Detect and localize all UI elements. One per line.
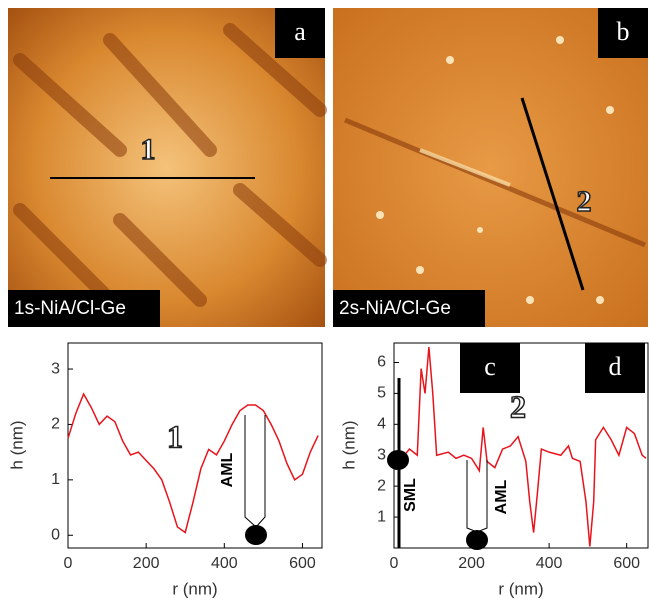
x-tick-label: 400: [211, 555, 238, 572]
plot-frame: [393, 342, 649, 549]
data-line: [393, 346, 647, 547]
annotation-dot: [245, 525, 267, 545]
data-line: [67, 392, 319, 534]
caption: 2s-NiA/Cl-Ge: [339, 298, 451, 319]
panel-label-box: [460, 343, 520, 393]
x-tick-label: 200: [133, 555, 160, 572]
y-axis-label: h (nm): [339, 420, 358, 469]
afm-image-a: a 1s-NiA/Cl-Ge 1: [8, 8, 327, 327]
afm-image-b: b 2s-NiA/Cl-Ge 2: [333, 8, 648, 327]
annotation: AML: [219, 452, 236, 487]
y-tick-label: 4: [377, 416, 386, 433]
annotation-dot: [387, 450, 409, 470]
plot-frame: [67, 342, 323, 549]
y-axis-label: h (nm): [7, 420, 26, 469]
y-tick-label: 2: [51, 416, 60, 433]
caption: 1s-NiA/Cl-Ge: [14, 298, 126, 319]
x-tick-label: 600: [613, 555, 640, 572]
line-label: 2: [577, 185, 592, 218]
y-tick-label: 1: [377, 508, 386, 525]
annotation: SML: [402, 478, 419, 512]
x-tick-label: 200: [458, 555, 485, 572]
y-tick-label: 0: [51, 526, 60, 543]
panel-label: d: [609, 352, 622, 381]
y-tick-label: 5: [377, 385, 386, 402]
annotation-arrow: [244, 415, 266, 528]
annotation-arrow: [466, 460, 488, 533]
panel-label-box: [585, 343, 645, 393]
y-tick-label: 1: [51, 471, 60, 488]
x-tick-label: 0: [64, 555, 73, 572]
y-tick-label: 6: [377, 354, 386, 371]
annotation: 1: [167, 418, 183, 454]
x-tick-label: 400: [536, 555, 563, 572]
line-label: 1: [141, 133, 156, 166]
y-tick-label: 3: [51, 360, 60, 377]
panel-label: b: [617, 17, 630, 46]
annotation: AML: [493, 479, 510, 514]
panel-label: a: [294, 17, 306, 46]
x-axis-label: r (nm): [498, 579, 543, 598]
x-axis-label: r (nm): [172, 579, 217, 598]
annotation-dot: [466, 530, 488, 550]
x-tick-label: 0: [390, 555, 399, 572]
annotation: 2: [510, 388, 526, 424]
x-tick-label: 600: [289, 555, 316, 572]
y-tick-label: 3: [377, 446, 386, 463]
panel-label: c: [484, 352, 496, 381]
y-tick-label: 2: [377, 477, 386, 494]
